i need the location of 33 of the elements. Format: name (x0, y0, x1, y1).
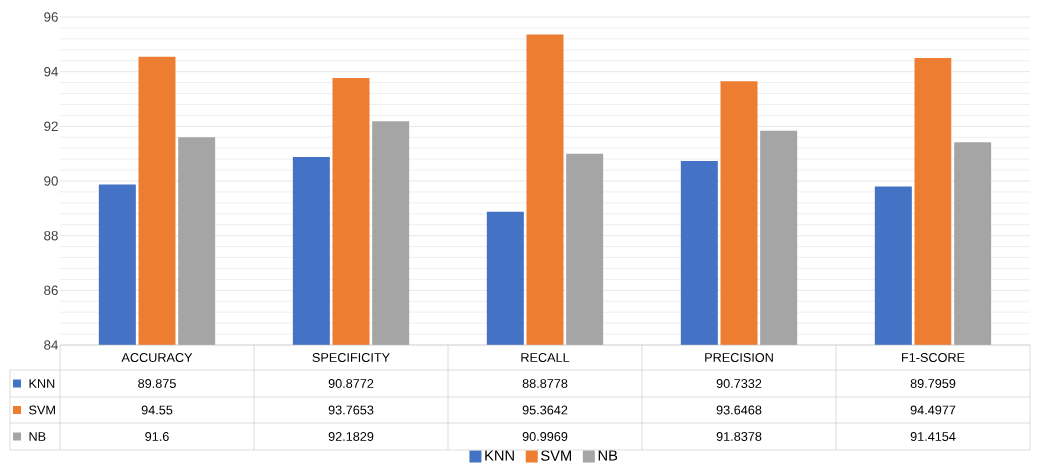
data-label: 94.55 (141, 405, 173, 415)
text: NB (29, 432, 46, 441)
data-label: 89.7959 (910, 379, 956, 388)
data-label: 90.7332 (716, 379, 762, 388)
x-tick-label: SPECIFICITY (312, 353, 390, 362)
y-tick-label: 96 (44, 12, 58, 22)
x-tick-label: ACCURACY (121, 353, 193, 362)
text: KNN (485, 450, 514, 461)
data-label: 91.8378 (716, 432, 762, 441)
data-label: 88.8778 (522, 379, 568, 388)
y-tick-label: 92 (44, 121, 58, 132)
data-label: 92.1829 (328, 432, 374, 441)
y-tick-label: 84 (44, 340, 59, 350)
data-label: 93.6468 (716, 405, 762, 415)
y-tick-label: 94 (44, 66, 59, 77)
y-tick-label: 86 (44, 285, 58, 296)
data-label: 91.4154 (910, 432, 956, 441)
y-tick-label: 90 (44, 176, 58, 186)
data-label: 94.4977 (910, 405, 956, 415)
text: SVM (541, 450, 571, 461)
y-tick-label: 88 (44, 230, 58, 241)
data-label: 90.9969 (522, 432, 568, 441)
data-label: 93.7653 (328, 405, 374, 415)
data-label: 95.3642 (522, 405, 568, 415)
data-label: 89.875 (138, 379, 176, 388)
data-label: 90.8772 (328, 379, 374, 388)
legend-label: SVM (29, 405, 55, 415)
legend-label: KNN (29, 379, 55, 388)
data-label: 91.6 (145, 432, 169, 441)
legend-label: NB (598, 450, 618, 461)
x-tick-label: RECALL (521, 353, 570, 362)
x-tick-label: PRECISION (705, 353, 773, 362)
x-tick-label: F1-SCORE (902, 353, 965, 362)
